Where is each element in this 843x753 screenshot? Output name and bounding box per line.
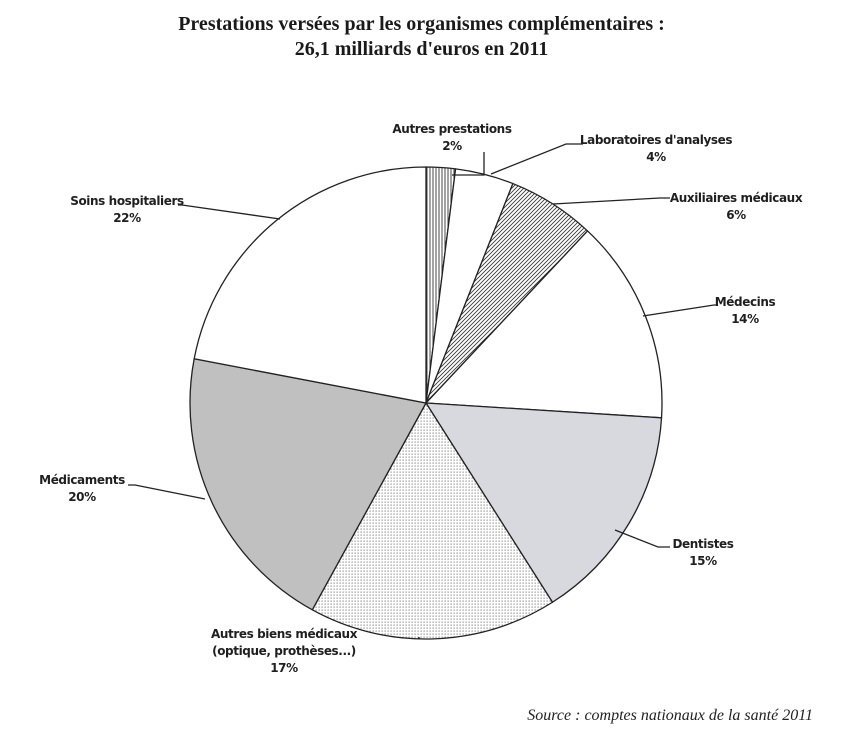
slice-name-label-autres-prestations: Autres prestations — [392, 122, 511, 136]
slice-name-label-autres-biens-medicaux: Autres biens médicaux — [211, 627, 358, 641]
slice-value-label-soins-hospitaliers: 22% — [113, 211, 141, 225]
leader-line-laboratoires-d-analyses — [490, 143, 583, 175]
leader-line-medecins — [642, 304, 716, 317]
slice-name-label-dentistes: Dentistes — [672, 537, 733, 551]
slice-value-label-medecins: 14% — [731, 312, 759, 326]
pie-slice-autres-biens-medicaux — [311, 402, 554, 640]
pie-slices — [189, 166, 663, 640]
leader-lines — [128, 143, 716, 639]
slice-value-label-medicaments: 20% — [68, 490, 96, 504]
leader-line-auxiliaires-medicaux — [552, 197, 670, 205]
chart-title: Prestations versées par les organismes c… — [0, 12, 843, 62]
slice-name-label-auxiliaires-medicaux: Auxiliaires médicaux — [670, 191, 803, 205]
leader-line-soins-hospitaliers — [178, 204, 281, 220]
slice-value-label-dentistes: 15% — [689, 554, 717, 568]
slice-name-label-soins-hospitaliers: Soins hospitaliers — [70, 194, 184, 208]
pie-slice-medicaments — [189, 358, 427, 611]
slice-name-label-autres-biens-medicaux-line2: (optique, prothèses...) — [212, 644, 356, 658]
slice-value-label-laboratoires-d-analyses: 4% — [646, 150, 666, 164]
slice-name-label-laboratoires-d-analyses: Laboratoires d'analyses — [580, 133, 732, 147]
slice-value-label-auxiliaires-medicaux: 6% — [726, 208, 746, 222]
chart-title-line-2: 26,1 milliards d'euros en 2011 — [294, 38, 549, 60]
slice-value-label-autres-prestations: 2% — [442, 139, 462, 153]
slice-value-label-autres-biens-medicaux: 17% — [270, 661, 298, 675]
pie-slice-soins-hospitaliers — [193, 166, 427, 404]
slice-labels: Autres prestations 2% Laboratoires d'analy… — [39, 122, 803, 675]
leader-line-autres-prestations — [452, 152, 485, 176]
leader-line-medicaments — [128, 484, 206, 500]
source-note: Source : comptes nationaux de la santé 2… — [527, 707, 813, 724]
leader-line-dentistes — [614, 529, 670, 548]
slice-name-label-medicaments: Médicaments — [39, 473, 125, 487]
pie-slice-dentistes — [425, 402, 663, 603]
chart-title-line-1: Prestations versées par les organismes c… — [178, 13, 665, 35]
slice-name-label-medecins: Médecins — [715, 295, 776, 309]
